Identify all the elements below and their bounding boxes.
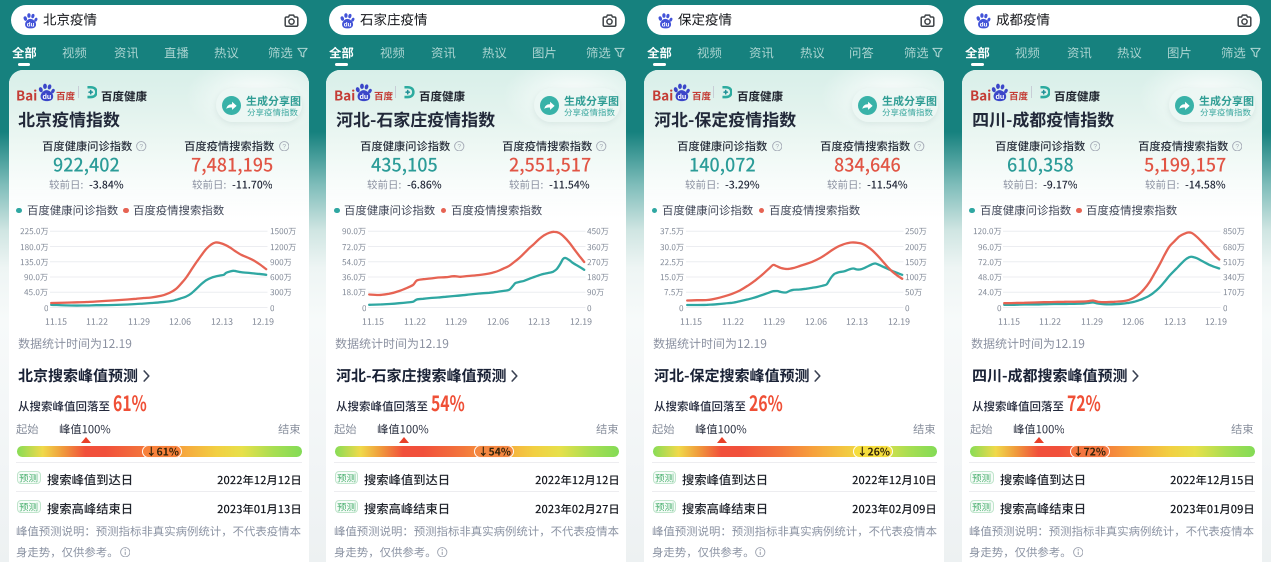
svg-text:du: du bbox=[662, 21, 670, 28]
svg-text:du: du bbox=[42, 91, 51, 100]
svg-text:du: du bbox=[344, 21, 352, 28]
svg-text:?: ? bbox=[917, 143, 921, 150]
svg-text:?: ? bbox=[600, 143, 604, 150]
svg-text:?: ? bbox=[457, 143, 461, 150]
svg-text:?: ? bbox=[1235, 143, 1239, 150]
svg-text:?: ? bbox=[775, 143, 779, 150]
svg-text:du: du bbox=[980, 21, 988, 28]
svg-text:?: ? bbox=[282, 143, 286, 150]
svg-text:du: du bbox=[995, 91, 1004, 100]
svg-text:?: ? bbox=[140, 143, 144, 150]
svg-text:du: du bbox=[26, 21, 34, 28]
svg-text:du: du bbox=[677, 91, 686, 100]
svg-text:?: ? bbox=[1093, 143, 1097, 150]
svg-text:du: du bbox=[360, 91, 369, 100]
